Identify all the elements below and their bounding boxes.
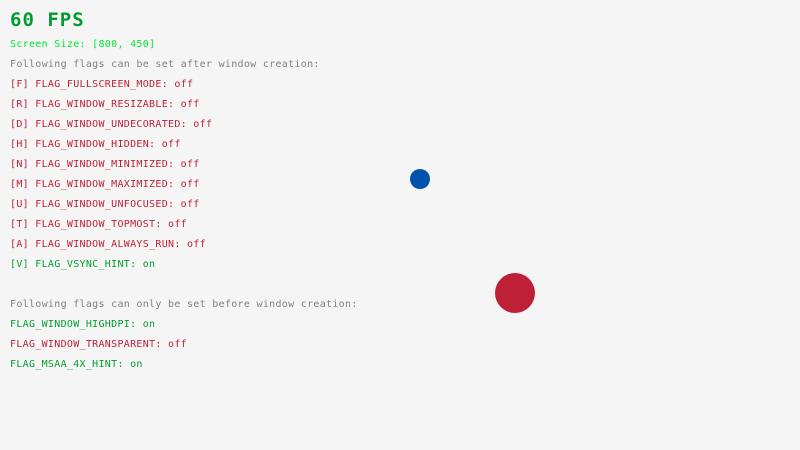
flag-label: FLAG_WINDOW_TRANSPARENT: (10, 339, 169, 350)
flag-state: on (130, 359, 143, 370)
flag-row: [H] FLAG_WINDOW_HIDDEN: off (10, 140, 181, 150)
blue-ball (410, 169, 430, 189)
after-creation-heading: Following flags can be set after window … (10, 59, 320, 70)
flag-row: FLAG_WINDOW_TRANSPARENT: off (10, 340, 187, 350)
flag-state: off (168, 339, 187, 350)
flag-row: FLAG_WINDOW_HIGHDPI: on (10, 320, 155, 330)
flag-state: off (180, 99, 200, 110)
flag-row: [A] FLAG_WINDOW_ALWAYS_RUN: off (10, 240, 206, 250)
red-ball (495, 273, 535, 313)
flag-label: FLAG_WINDOW_HIGHDPI: (10, 319, 143, 330)
flag-row: [N] FLAG_WINDOW_MINIMIZED: off (10, 160, 200, 170)
flag-row: [U] FLAG_WINDOW_UNFOCUSED: off (10, 200, 200, 210)
flag-label: [D] FLAG_WINDOW_UNDECORATED: (10, 119, 194, 130)
flag-row: FLAG_MSAA_4X_HINT: on (10, 360, 143, 370)
flag-label: [N] FLAG_WINDOW_MINIMIZED: (10, 159, 181, 170)
flag-label: [V] FLAG_VSYNC_HINT: (10, 259, 143, 270)
flag-state: off (186, 239, 206, 250)
flag-state: on (142, 319, 156, 330)
screen-size-label: Screen Size: [800, 450] (10, 39, 156, 50)
flag-label: [M] FLAG_WINDOW_MAXIMIZED: (10, 179, 181, 190)
flag-state: off (168, 219, 187, 230)
flag-state: off (174, 79, 194, 90)
flag-row: [T] FLAG_WINDOW_TOPMOST: off (10, 220, 187, 230)
flag-state: off (180, 159, 200, 170)
flag-label: [H] FLAG_WINDOW_HIDDEN: (10, 139, 162, 150)
flag-label: [T] FLAG_WINDOW_TOPMOST: (10, 219, 169, 230)
flag-state: on (142, 259, 156, 270)
flag-row: [M] FLAG_WINDOW_MAXIMIZED: off (10, 180, 200, 190)
flag-state: off (161, 139, 181, 150)
fps-counter: 60 FPS (10, 9, 85, 31)
flag-row: [R] FLAG_WINDOW_RESIZABLE: off (10, 100, 200, 110)
flag-label: [R] FLAG_WINDOW_RESIZABLE: (10, 99, 181, 110)
before-creation-heading: Following flags can only be set before w… (10, 299, 358, 310)
flag-label: [U] FLAG_WINDOW_UNFOCUSED: (10, 199, 181, 210)
flag-label: FLAG_MSAA_4X_HINT: (10, 359, 131, 370)
flag-state: off (180, 179, 200, 190)
flag-label: [F] FLAG_FULLSCREEN_MODE: (10, 79, 175, 90)
flag-row: [V] FLAG_VSYNC_HINT: on (10, 260, 155, 270)
flag-label: [A] FLAG_WINDOW_ALWAYS_RUN: (10, 239, 187, 250)
flag-row: [F] FLAG_FULLSCREEN_MODE: off (10, 80, 193, 90)
flag-row: [D] FLAG_WINDOW_UNDECORATED: off (10, 120, 212, 130)
flag-state: off (193, 119, 213, 130)
flag-state: off (180, 199, 200, 210)
